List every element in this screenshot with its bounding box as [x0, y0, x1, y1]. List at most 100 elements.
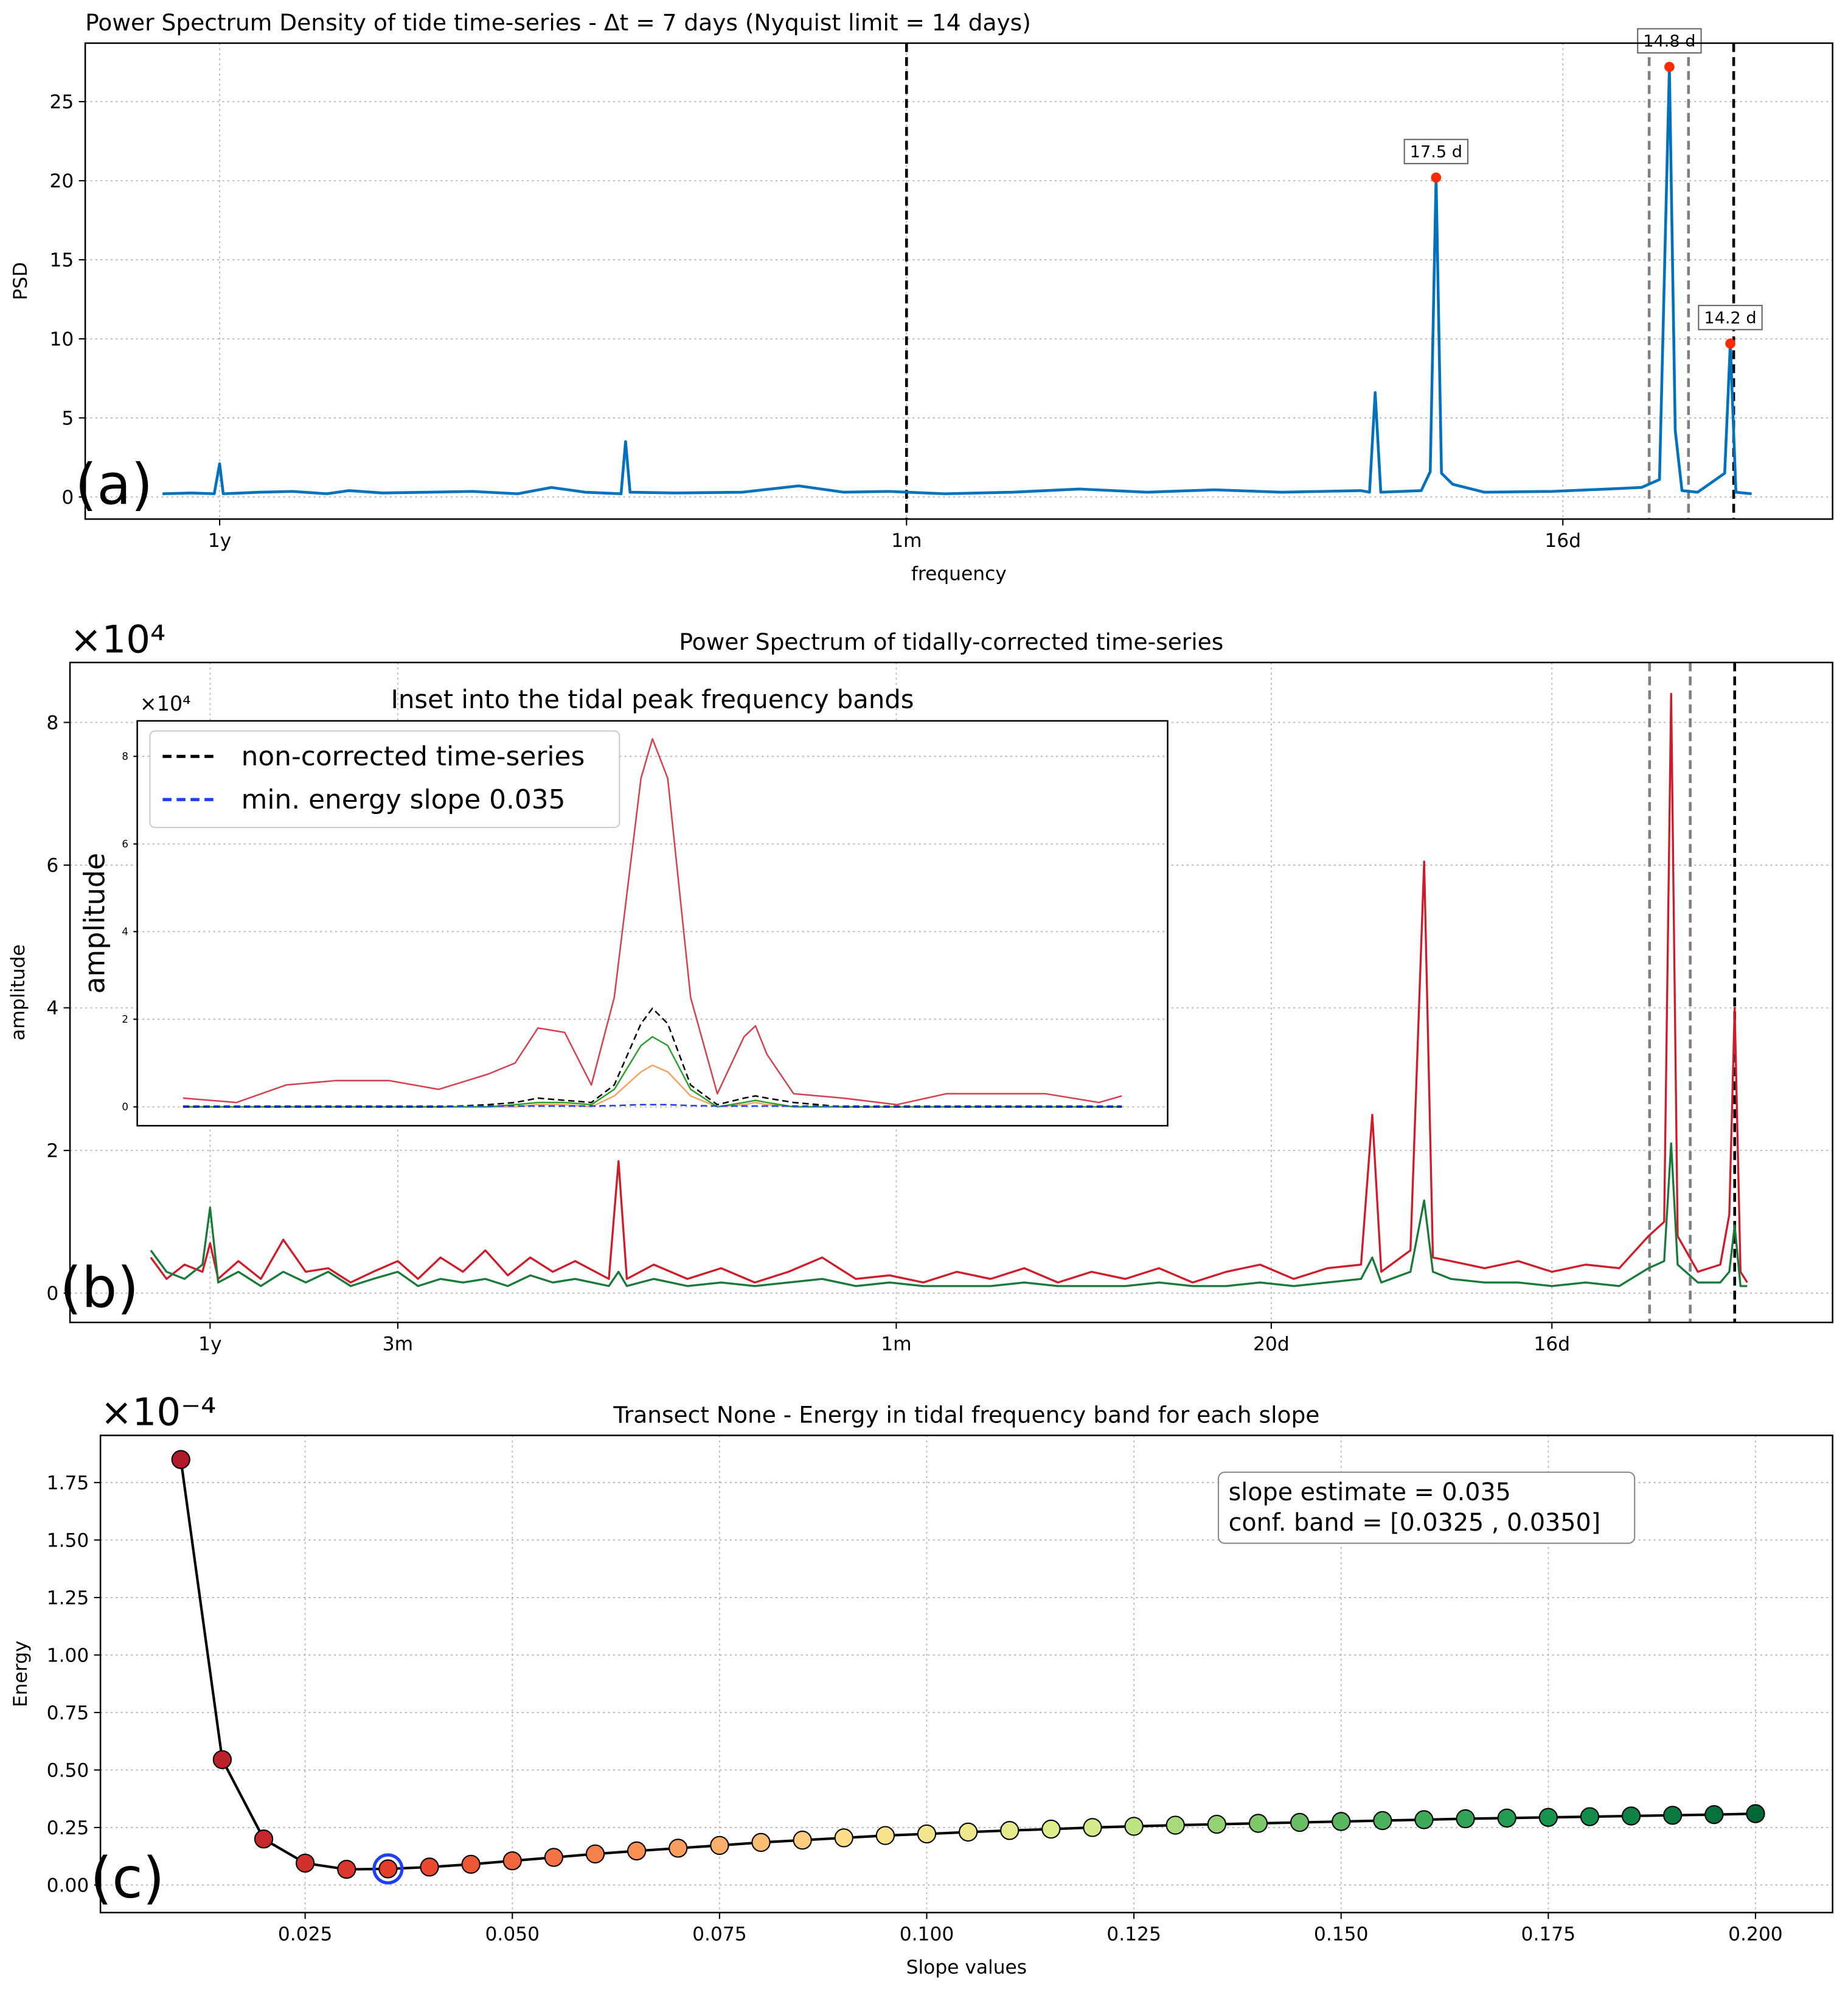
annotation-text: conf. band = [0.0325 , 0.0350]	[1229, 1509, 1600, 1537]
data-point	[710, 1835, 729, 1856]
peak-marker	[1431, 172, 1442, 183]
highlight-ring	[372, 1853, 404, 1885]
y-tick-label: 0.25	[47, 1817, 89, 1839]
x-axis-label: Slope values	[906, 1957, 1027, 1978]
x-tick-label: 0.150	[1314, 1924, 1369, 1946]
data-point	[1041, 1819, 1061, 1839]
x-tick-label: 0.075	[692, 1924, 747, 1946]
data-line	[150, 1142, 1748, 1287]
data-point	[1207, 1814, 1226, 1834]
y-tick-label: 4	[122, 926, 128, 938]
data-point	[958, 1822, 978, 1842]
panel-label: (b)	[60, 1256, 139, 1321]
y-tick-label: 0	[46, 1283, 58, 1305]
data-point	[1621, 1806, 1641, 1826]
y-tick-label: 0	[61, 487, 74, 509]
data-point	[502, 1851, 522, 1871]
data-point	[1538, 1807, 1558, 1827]
peak-marker	[1664, 61, 1675, 72]
data-line	[162, 65, 1752, 495]
data-point	[917, 1824, 937, 1844]
data-line	[150, 692, 1748, 1284]
y-tick-label: 0	[122, 1101, 128, 1113]
y-tick-label: 2	[46, 1140, 58, 1162]
data-point	[1704, 1805, 1724, 1825]
data-point	[461, 1854, 481, 1874]
peak-marker	[1725, 338, 1735, 349]
plot-border	[69, 661, 1833, 1323]
x-tick-label: 1m	[891, 530, 922, 552]
y-axis-label: Energy	[10, 1641, 32, 1708]
data-point	[1290, 1812, 1310, 1832]
peak-label: 14.2 d	[1704, 308, 1756, 327]
data-point	[171, 1450, 190, 1469]
data-point	[1248, 1814, 1268, 1833]
data-point	[337, 1860, 356, 1879]
legend-label: non-corrected time-series	[241, 741, 585, 772]
data-point	[1414, 1810, 1434, 1829]
data-point	[1746, 1804, 1765, 1823]
chart-title: Inset into the tidal peak frequency band…	[391, 684, 914, 714]
data-point	[420, 1857, 439, 1877]
y-offset-label: ×10⁴	[70, 617, 165, 661]
data-point	[875, 1826, 895, 1845]
plot-border	[84, 42, 1833, 520]
y-tick-label: 8	[122, 751, 128, 762]
y-tick-label: 1.50	[47, 1529, 89, 1551]
y-offset-label: ×10⁴	[140, 692, 191, 715]
x-tick-label: 20d	[1253, 1334, 1290, 1355]
chart-title: Power Spectrum of tidally-corrected time…	[679, 628, 1223, 655]
peak-label-box	[1403, 139, 1469, 164]
data-point	[1165, 1815, 1185, 1835]
y-tick-label: 2	[122, 1014, 128, 1025]
x-tick-label: 0.100	[900, 1924, 954, 1946]
x-tick-label: 1y	[208, 530, 231, 552]
data-point	[1332, 1812, 1351, 1831]
chart-title: Power Spectrum Density of tide time-seri…	[85, 9, 1031, 36]
x-tick-label: 0.175	[1521, 1924, 1576, 1946]
data-line	[182, 738, 1122, 1106]
data-point	[1083, 1818, 1102, 1837]
legend-box	[149, 730, 620, 829]
data-point	[1456, 1809, 1475, 1829]
x-tick-label: 16d	[1544, 530, 1581, 552]
y-tick-label: 15	[50, 249, 74, 271]
panel-label: (c)	[90, 1846, 164, 1911]
y-axis-label: amplitude	[78, 853, 111, 994]
y-tick-label: 4	[46, 997, 58, 1019]
x-tick-label: 0.050	[485, 1924, 540, 1946]
data-point	[1663, 1806, 1683, 1825]
y-tick-label: 8	[46, 712, 58, 734]
peak-label-box	[1698, 305, 1763, 330]
y-tick-label: 6	[122, 838, 128, 850]
data-point	[1497, 1808, 1516, 1828]
peak-label: 14.8 d	[1643, 32, 1695, 51]
plot-frame	[85, 43, 1833, 520]
y-tick-label: 0.75	[47, 1702, 89, 1724]
data-point	[296, 1853, 315, 1873]
data-point	[378, 1859, 398, 1879]
annotation-text: slope estimate = 0.035	[1229, 1478, 1511, 1506]
data-point	[1124, 1817, 1144, 1836]
y-tick-label: 20	[50, 170, 74, 192]
x-tick-label: 0.200	[1728, 1924, 1783, 1946]
y-tick-label: 6	[46, 855, 58, 877]
plot-border	[99, 1435, 1833, 1913]
data-point	[544, 1848, 564, 1867]
y-axis-label: amplitude	[7, 944, 29, 1040]
y-tick-label: 10	[50, 329, 74, 350]
x-tick-label: 3m	[383, 1334, 413, 1355]
y-tick-label: 0.00	[47, 1874, 89, 1896]
peak-label-box	[1637, 28, 1702, 54]
data-point	[669, 1839, 688, 1858]
panel-label: (a)	[75, 452, 153, 517]
x-tick-label: 0.125	[1106, 1924, 1161, 1946]
annotation-box	[1217, 1471, 1636, 1544]
data-line	[182, 1035, 1122, 1108]
data-point	[627, 1841, 647, 1861]
y-tick-label: 1.00	[47, 1644, 89, 1666]
x-tick-label: 0.025	[278, 1924, 333, 1946]
data-point	[793, 1831, 812, 1850]
x-tick-label: 1y	[198, 1334, 221, 1355]
